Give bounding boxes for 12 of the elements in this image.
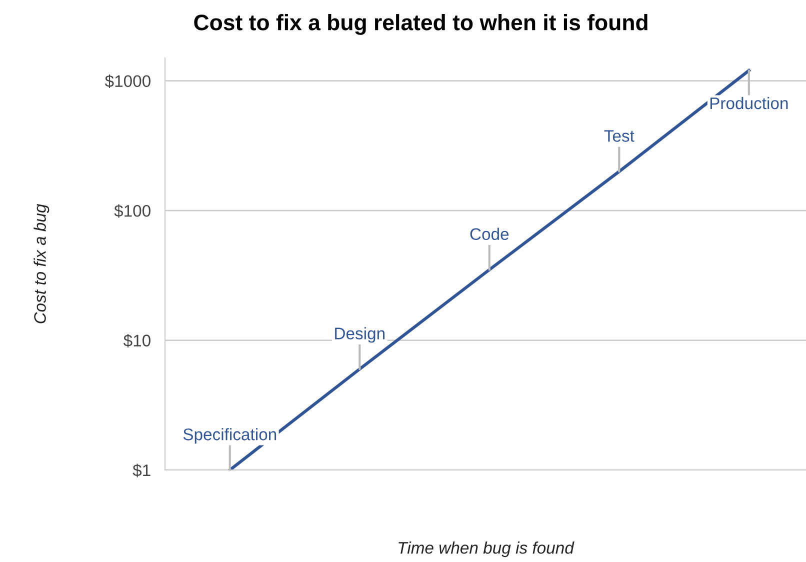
x-axis-title: Time when bug is found	[398, 542, 574, 558]
annotation: Production	[710, 96, 788, 110]
annotation: Specification	[183, 428, 276, 444]
annotation: Design	[335, 327, 384, 343]
y-tick-label: $100	[114, 204, 150, 218]
annotation: Test	[604, 130, 634, 142]
y-tick-label: $1000	[104, 74, 150, 88]
annotation: Code	[470, 228, 509, 240]
y-tick-label: $1	[132, 464, 150, 478]
y-axis-title: Cost to fix a bug	[34, 204, 50, 324]
chart-title: Cost to fix a bug related to when it is found	[194, 14, 648, 35]
y-tick-label: $10	[123, 334, 150, 348]
